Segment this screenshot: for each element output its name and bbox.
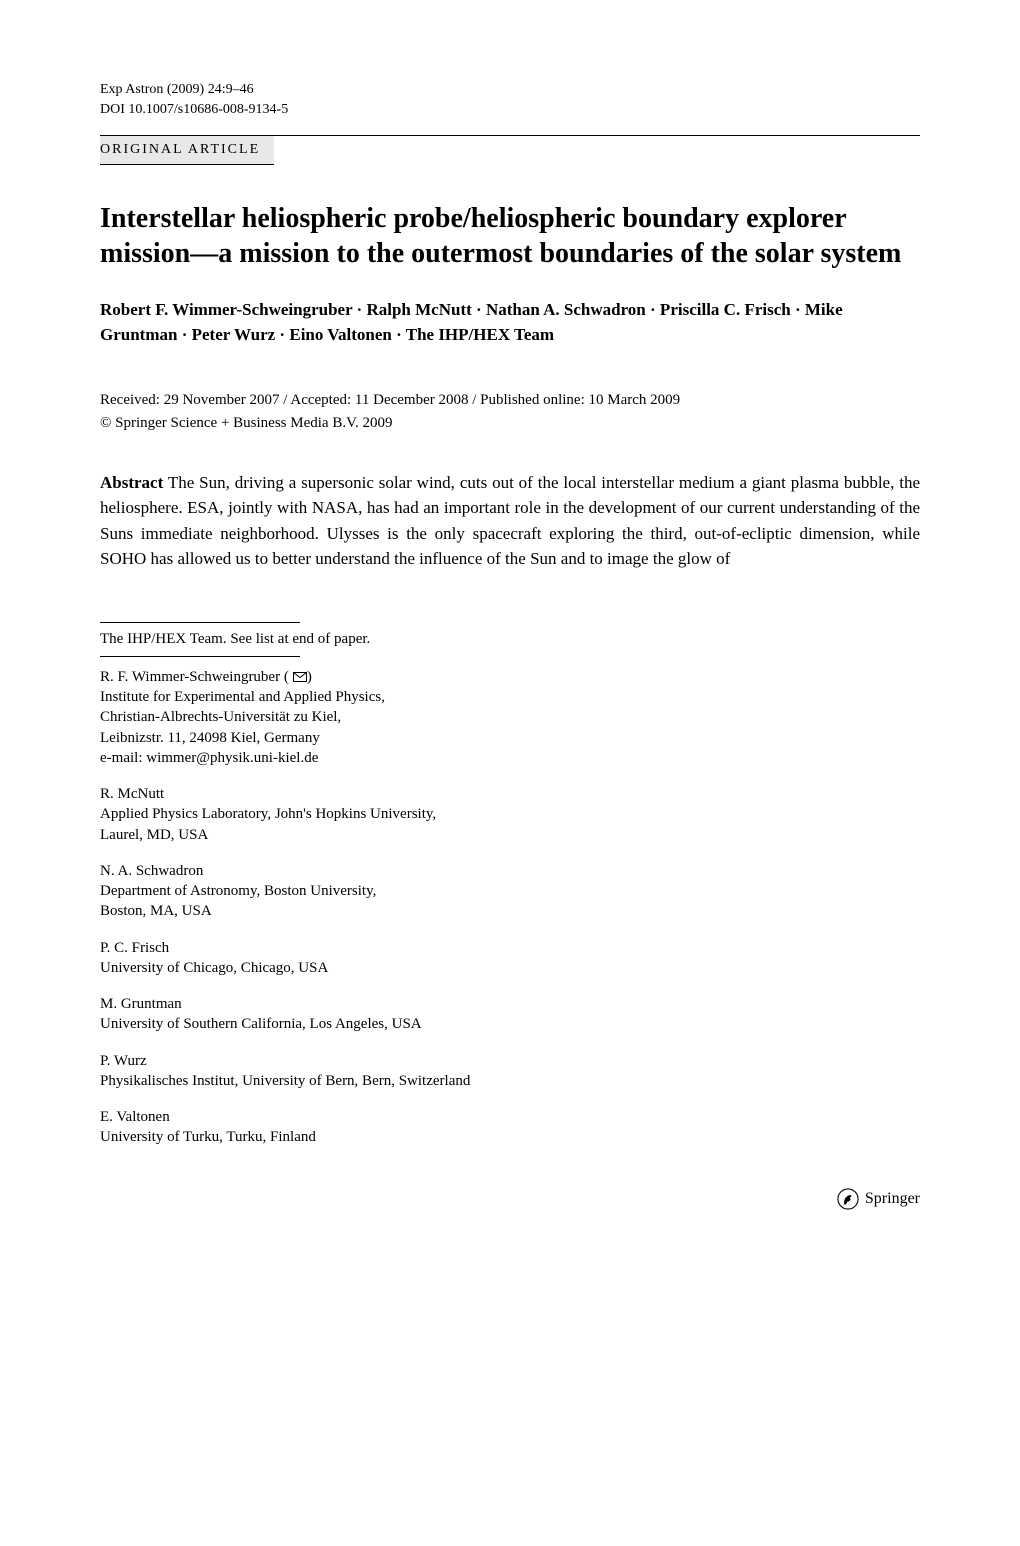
publisher-name: Springer: [865, 1188, 920, 1210]
affiliation-block: R. F. Wimmer-Schweingruber () Institute …: [100, 667, 920, 768]
copyright-line: © Springer Science + Business Media B.V.…: [100, 413, 920, 434]
team-note: The IHP/HEX Team. See list at end of pap…: [100, 629, 920, 650]
affil-org: Department of Astronomy, Boston Universi…: [100, 881, 920, 901]
dates-line: Received: 29 November 2007 / Accepted: 1…: [100, 390, 920, 411]
affiliation-block: M. Gruntman University of Southern Calif…: [100, 994, 920, 1035]
header-meta: Exp Astron (2009) 24:9–46 DOI 10.1007/s1…: [100, 80, 920, 119]
affil-org2: Christian-Albrechts-Universität zu Kiel,: [100, 707, 920, 727]
affil-org: University of Chicago, Chicago, USA: [100, 958, 920, 978]
affil-name: N. A. Schwadron: [100, 861, 920, 881]
article-title: Interstellar heliospheric probe/heliosph…: [100, 201, 920, 271]
affil-name: E. Valtonen: [100, 1107, 920, 1127]
article-type-container: ORIGINAL ARTICLE: [100, 135, 920, 165]
footer: Springer: [100, 1188, 920, 1218]
article-type: ORIGINAL ARTICLE: [100, 136, 274, 165]
affiliation-block: N. A. Schwadron Department of Astronomy,…: [100, 861, 920, 922]
affiliation-block: P. Wurz Physikalisches Institut, Univers…: [100, 1051, 920, 1092]
authors-list: Robert F. Wimmer-Schweingruber · Ralph M…: [100, 297, 920, 348]
affiliation-block: P. C. Frisch University of Chicago, Chic…: [100, 938, 920, 979]
affil-addr: Leibnizstr. 11, 24098 Kiel, Germany: [100, 728, 920, 748]
springer-logo: Springer: [837, 1188, 920, 1210]
affil-name: M. Gruntman: [100, 994, 920, 1014]
affil-addr: Boston, MA, USA: [100, 901, 920, 921]
abstract-text: The Sun, driving a supersonic solar wind…: [100, 473, 920, 569]
affiliation-block: R. McNutt Applied Physics Laboratory, Jo…: [100, 784, 920, 845]
affil-name: R. McNutt: [100, 784, 920, 804]
affil-org: University of Southern California, Los A…: [100, 1014, 920, 1034]
team-note-rule: [100, 622, 300, 623]
affil-addr: Laurel, MD, USA: [100, 825, 920, 845]
affil-name: R. F. Wimmer-Schweingruber (): [100, 667, 920, 687]
affil-org: Institute for Experimental and Applied P…: [100, 687, 920, 707]
abstract: Abstract The Sun, driving a supersonic s…: [100, 470, 920, 572]
springer-horse-icon: [837, 1188, 859, 1210]
affiliations-rule: [100, 656, 300, 657]
affil-org: Applied Physics Laboratory, John's Hopki…: [100, 804, 920, 824]
affil-org: University of Turku, Turku, Finland: [100, 1127, 920, 1147]
doi: DOI 10.1007/s10686-008-9134-5: [100, 100, 920, 120]
affil-org: Physikalisches Institut, University of B…: [100, 1071, 920, 1091]
affiliation-block: E. Valtonen University of Turku, Turku, …: [100, 1107, 920, 1148]
affil-email: e-mail: wimmer@physik.uni-kiel.de: [100, 748, 920, 768]
journal-citation: Exp Astron (2009) 24:9–46: [100, 80, 920, 100]
affil-name: P. C. Frisch: [100, 938, 920, 958]
mail-icon: [293, 672, 307, 682]
abstract-label: Abstract: [100, 473, 163, 492]
affil-name: P. Wurz: [100, 1051, 920, 1071]
